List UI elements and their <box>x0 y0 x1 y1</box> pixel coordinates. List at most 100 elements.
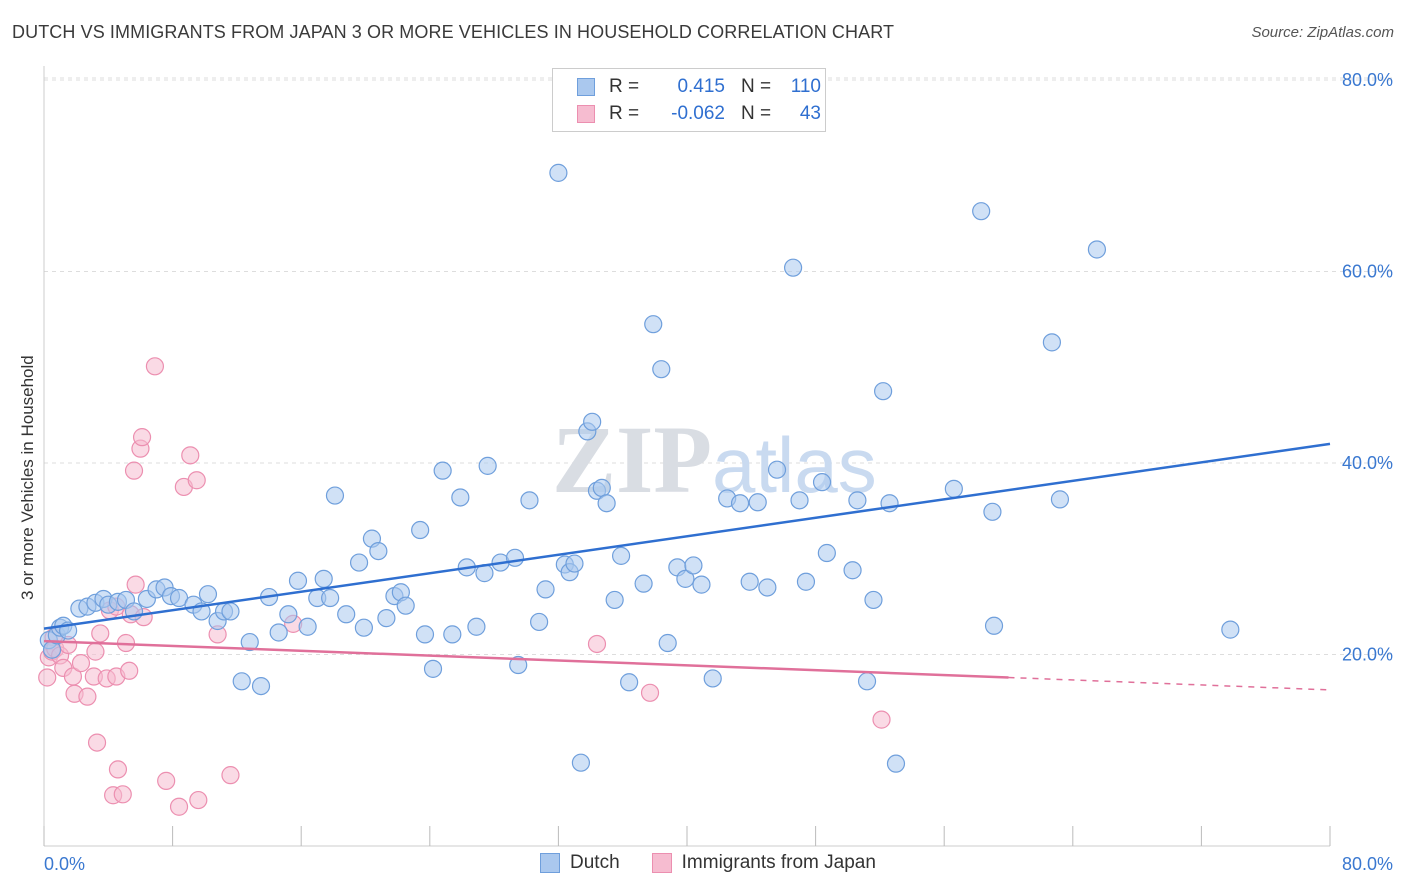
japan-point <box>145 357 165 376</box>
dutch-point <box>864 590 883 610</box>
japan-point <box>157 771 176 790</box>
r-label: R = <box>609 76 640 97</box>
dutch-point <box>565 554 584 573</box>
dutch-point <box>269 623 288 642</box>
dutch-point <box>620 673 639 692</box>
dutch-point <box>467 617 486 636</box>
legend-row-japan: R = -0.062 N = 43 <box>577 100 821 128</box>
dutch-point <box>592 478 611 497</box>
dutch-point <box>536 580 555 599</box>
dutch-point <box>520 491 539 510</box>
dutch-point <box>972 202 991 221</box>
watermark: ZIP atlas <box>552 406 877 513</box>
dutch-point <box>251 676 271 696</box>
legend-label-dutch: Dutch <box>570 852 620 873</box>
dutch-point <box>1087 240 1107 259</box>
japan-point <box>120 661 139 680</box>
japan-point <box>221 766 240 785</box>
dutch-point <box>703 669 722 688</box>
japan-point <box>126 575 145 594</box>
dutch-swatch <box>540 853 560 873</box>
dutch-point <box>597 494 616 513</box>
n-value: 110 <box>790 76 821 97</box>
dutch-point <box>509 655 528 675</box>
dutch-swatch <box>577 78 595 96</box>
r-label: R = <box>609 103 640 124</box>
dutch-point <box>692 575 711 594</box>
legend-label-japan: Immigrants from Japan <box>681 852 876 873</box>
dutch-point <box>478 456 497 475</box>
y-tick-label: 20.0% <box>1342 645 1393 665</box>
tick-labels: 20.0% 40.0% 60.0% 80.0% 0.0% 80.0% <box>44 70 1393 874</box>
n-value: 43 <box>799 103 821 124</box>
dutch-point <box>611 546 631 565</box>
dutch-point <box>767 460 787 479</box>
dutch-point <box>676 569 695 588</box>
axes <box>43 66 1331 847</box>
japan-point <box>169 797 189 816</box>
dutch-point <box>1050 490 1070 509</box>
dutch-point <box>240 632 259 652</box>
watermark-zip: ZIP <box>552 406 712 513</box>
dutch-point <box>583 412 602 431</box>
dutch-point <box>758 578 777 597</box>
legend-item-japan: Immigrants from Japan <box>651 852 876 874</box>
japan-point <box>189 790 208 810</box>
r-value: 0.415 <box>677 76 725 97</box>
japan-point <box>132 428 152 447</box>
legend-item-dutch: Dutch <box>540 852 620 874</box>
dutch-point <box>337 605 356 624</box>
dutch-point <box>369 541 388 561</box>
dutch-points <box>39 163 1240 773</box>
dutch-point <box>288 571 308 590</box>
correlation-legend: R = 0.415 N = 110 R = -0.062 N = 43 <box>552 68 826 132</box>
japan-point <box>124 461 144 480</box>
japan-point <box>640 683 660 702</box>
dutch-point <box>848 491 867 510</box>
dutch-point <box>549 163 568 182</box>
grid-lines <box>44 77 1394 655</box>
dutch-point <box>857 672 877 691</box>
n-label: N = <box>741 76 772 97</box>
dutch-point <box>505 548 525 567</box>
y-tick-label: 40.0% <box>1342 453 1393 473</box>
series-legend: Dutch Immigrants from Japan <box>540 852 908 874</box>
x-tick-label: 80.0% <box>1342 854 1393 874</box>
dutch-point <box>433 461 452 480</box>
dutch-point <box>983 502 1002 521</box>
dutch-point <box>396 596 415 615</box>
dutch-point <box>843 561 862 580</box>
dutch-point <box>984 616 1004 635</box>
japan-point <box>91 624 110 643</box>
dutch-point <box>817 543 836 563</box>
dutch-point <box>874 382 893 401</box>
x-tick-label: 0.0% <box>44 854 85 874</box>
dutch-point <box>354 618 373 637</box>
dutch-point <box>634 574 653 593</box>
dutch-point <box>605 590 624 610</box>
dutch-point <box>1042 333 1062 352</box>
dutch-point <box>314 569 333 588</box>
dutch-point <box>684 556 703 575</box>
dutch-point <box>658 633 677 653</box>
japan-point <box>38 668 57 687</box>
n-label: N = <box>741 103 772 124</box>
dutch-point <box>411 520 430 540</box>
dutch-point <box>451 488 470 507</box>
dutch-point <box>740 572 759 591</box>
japan-point <box>78 687 97 706</box>
dutch-point <box>790 491 809 510</box>
dutch-point <box>944 479 963 498</box>
dutch-trendline <box>43 442 1331 630</box>
source-label: Source: ZipAtlas.com <box>1251 24 1394 41</box>
japan-swatch <box>577 105 595 123</box>
dutch-point <box>652 360 671 379</box>
dutch-point <box>886 754 906 773</box>
japan-point <box>113 785 132 804</box>
japan-point <box>181 446 200 465</box>
dutch-point <box>349 553 369 572</box>
y-tick-label: 60.0% <box>1342 262 1393 282</box>
japan-point <box>872 710 891 729</box>
dutch-point <box>644 315 663 334</box>
